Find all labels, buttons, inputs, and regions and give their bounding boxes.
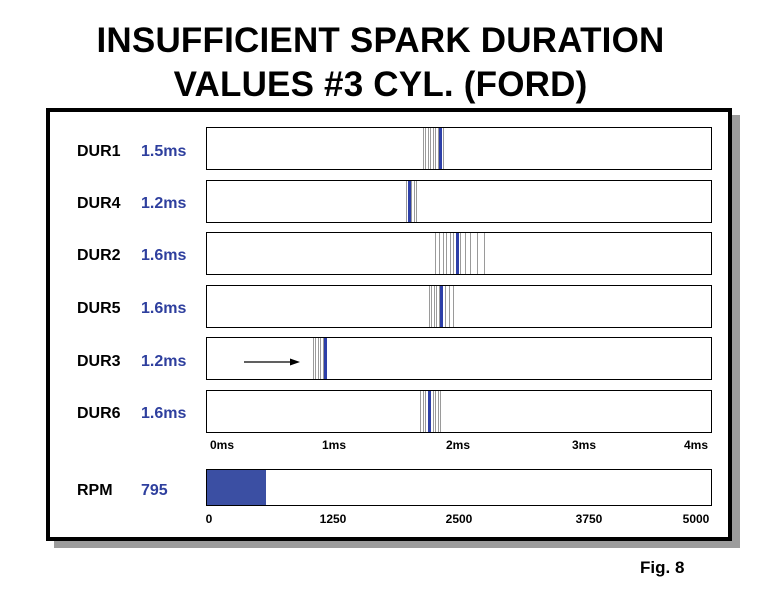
trace-line xyxy=(484,233,486,274)
duration-marker xyxy=(407,181,411,222)
trace-line xyxy=(317,338,319,379)
trace-line xyxy=(411,181,413,222)
duration-track-dur2 xyxy=(206,232,712,275)
trace-line xyxy=(322,338,324,379)
trace-line xyxy=(442,128,444,169)
trace-line xyxy=(425,128,426,169)
trace-line xyxy=(435,391,437,432)
trace-line xyxy=(446,233,448,274)
rpm-tick: 0 xyxy=(205,512,213,526)
trace-line xyxy=(460,233,462,274)
trace-line xyxy=(448,286,450,327)
duration-marker xyxy=(455,233,459,274)
row-label-dur2: DUR2 xyxy=(77,247,121,264)
trace-line xyxy=(452,286,454,327)
trace-line xyxy=(406,181,408,222)
title-line-2: VALUES #3 CYL. (FORD) xyxy=(173,65,588,104)
duration-tick: 4ms xyxy=(683,438,709,452)
trace-line xyxy=(425,391,426,432)
trace-line xyxy=(432,128,434,169)
duration-track-dur3 xyxy=(206,337,712,380)
trace-line xyxy=(450,233,452,274)
trace-line xyxy=(442,233,444,274)
row-label-dur6: DUR6 xyxy=(77,405,121,422)
trace-line xyxy=(416,181,418,222)
trace-line xyxy=(419,391,421,432)
trace-line xyxy=(433,286,435,327)
row-value-dur4: 1.2ms xyxy=(141,195,187,212)
trace-line xyxy=(438,286,440,327)
row-label-dur3: DUR3 xyxy=(77,353,121,370)
trace-line xyxy=(320,338,322,379)
trace-line xyxy=(437,128,439,169)
trace-line xyxy=(413,181,415,222)
duration-tick: 3ms xyxy=(571,438,597,452)
duration-tick: 0ms xyxy=(209,438,235,452)
rpm-label: RPM xyxy=(77,482,113,499)
trace-line xyxy=(435,233,437,274)
arrow-right-icon xyxy=(244,358,300,366)
duration-marker xyxy=(324,338,328,379)
duration-track-dur6 xyxy=(206,390,712,433)
row-label-dur1: DUR1 xyxy=(77,143,121,160)
title-line-1: INSUFFICIENT SPARK DURATION xyxy=(96,21,665,60)
figure-label: Fig. 8 xyxy=(640,558,685,577)
duration-track-dur5 xyxy=(206,285,712,328)
trace-line xyxy=(312,338,314,379)
row-value-dur5: 1.6ms xyxy=(141,300,187,317)
trace-line xyxy=(438,233,440,274)
rpm-value: 795 xyxy=(141,482,168,499)
rpm-tick: 2500 xyxy=(445,512,473,526)
row-value-dur1: 1.5ms xyxy=(141,143,187,160)
trace-line xyxy=(422,128,424,169)
rpm-tick: 1250 xyxy=(319,512,347,526)
duration-tick: 2ms xyxy=(445,438,471,452)
row-label-dur5: DUR5 xyxy=(77,300,121,317)
row-value-dur2: 1.6ms xyxy=(141,247,187,264)
trace-line xyxy=(436,286,438,327)
duration-marker xyxy=(440,286,444,327)
rpm-bar xyxy=(206,469,712,506)
row-value-dur6: 1.6ms xyxy=(141,405,187,422)
trace-line xyxy=(470,233,472,274)
trace-line xyxy=(452,233,454,274)
trace-line xyxy=(435,128,437,169)
trace-line xyxy=(315,338,317,379)
trace-line xyxy=(431,286,433,327)
trace-line xyxy=(427,128,429,169)
duration-marker xyxy=(427,391,431,432)
trace-line xyxy=(428,286,430,327)
rpm-tick: 5000 xyxy=(682,512,710,526)
trace-line xyxy=(445,286,447,327)
trace-line xyxy=(432,391,434,432)
trace-line xyxy=(422,391,424,432)
trace-line xyxy=(430,128,431,169)
row-label-dur4: DUR4 xyxy=(77,195,121,212)
duration-tick: 1ms xyxy=(321,438,347,452)
trace-line xyxy=(440,391,442,432)
row-value-dur3: 1.2ms xyxy=(141,353,187,370)
duration-track-dur1 xyxy=(206,127,712,170)
duration-track-dur4 xyxy=(206,180,712,223)
trace-line xyxy=(437,391,439,432)
trace-line xyxy=(465,233,467,274)
rpm-tick: 3750 xyxy=(575,512,603,526)
duration-marker xyxy=(439,128,443,169)
rpm-bar-fill xyxy=(207,470,267,505)
trace-line xyxy=(476,233,478,274)
